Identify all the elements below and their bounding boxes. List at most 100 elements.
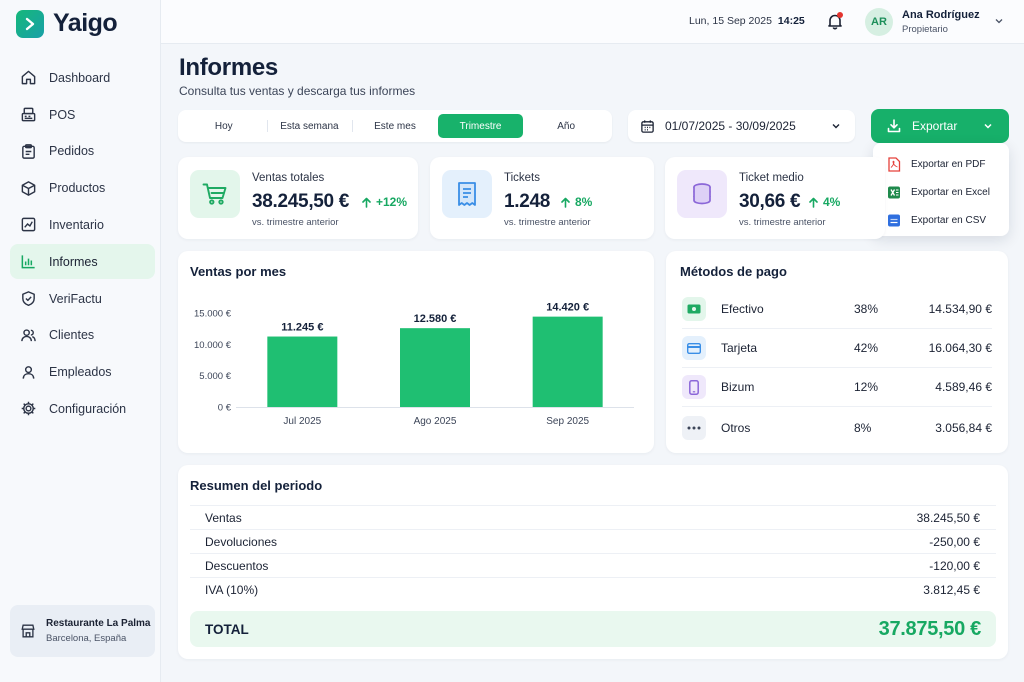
payment-name: Bizum	[721, 380, 755, 394]
excel-icon	[888, 186, 900, 198]
store-card[interactable]: Restaurante La Palma Barcelona, España	[10, 605, 155, 657]
period-ano[interactable]: Año	[557, 120, 576, 132]
user-name[interactable]: Ana Rodríguez	[902, 9, 980, 21]
kpi-change-value: 4%	[823, 195, 841, 209]
payment-row-otros[interactable]: Otros 8% 3.056,84 €	[682, 408, 992, 447]
bell-icon[interactable]	[826, 12, 844, 30]
user-role: Propietario	[902, 24, 948, 35]
kpi-value: 30,66 €	[739, 191, 801, 212]
kpi-card-ventas: Ventas totales 38.245,50 € +12% vs. trim…	[178, 157, 418, 239]
summary-value: -120,00 €	[929, 558, 980, 573]
kpi-change-value: +12%	[376, 195, 408, 209]
summary-label: Devoluciones	[205, 534, 278, 549]
payment-percent: 38%	[854, 302, 879, 316]
payment-row-tarjeta[interactable]: Tarjeta 42% 16.064,30 €	[682, 329, 992, 368]
date-range-picker[interactable]: 01/07/2025 - 30/09/2025	[628, 110, 855, 142]
period-hoy[interactable]: Hoy	[214, 120, 233, 132]
sidebar-item-configuracion[interactable]: Configuración	[10, 391, 155, 427]
y-tick-label: 15.000 €	[194, 309, 232, 320]
summary-row: IVA (10%) 3.812,45 €	[190, 577, 996, 601]
brand-name: Yaigo	[53, 9, 118, 37]
kpi-subtext: vs. trimestre anterior	[504, 217, 591, 228]
kpi-card-ticket-medio: Ticket medio 30,66 € 4% vs. trimestre an…	[665, 157, 885, 239]
bar	[400, 328, 470, 407]
payment-row-bizum[interactable]: Bizum 12% 4.589,46 €	[682, 368, 992, 407]
payment-row-efectivo[interactable]: Efectivo 38% 14.534,90 €	[682, 290, 992, 329]
bar-data-label: 14.420 €	[546, 302, 589, 314]
sidebar-nav: Dashboard POS Pedidos Productos Inventar…	[10, 60, 155, 428]
x-tick-label: Ago 2025	[414, 416, 457, 427]
store-location: Barcelona, España	[46, 633, 127, 644]
chart-icon	[21, 255, 35, 269]
sidebar-item-clientes[interactable]: Clientes	[10, 318, 155, 354]
more-icon	[682, 415, 706, 440]
summary-title: Resumen del periodo	[190, 478, 323, 493]
avatar[interactable]: AR	[865, 8, 893, 36]
sidebar-item-informes[interactable]: Informes	[10, 243, 155, 280]
arrow-up-icon	[561, 197, 570, 208]
period-esta-semana[interactable]: Esta semana	[266, 114, 353, 138]
chart-title: Ventas por mes	[190, 264, 287, 279]
period-trimestre[interactable]: Trimestre	[437, 114, 524, 138]
export-label: Exportar	[912, 119, 958, 133]
y-tick-label: 5.000 €	[199, 371, 231, 382]
sidebar-item-dashboard[interactable]: Dashboard	[10, 60, 155, 96]
sidebar-item-productos[interactable]: Productos	[10, 170, 155, 206]
export-pdf-label: Exportar en PDF	[911, 158, 986, 170]
calendar-icon	[641, 119, 654, 133]
payment-amount: 4.589,46 €	[935, 380, 992, 394]
sidebar-item-pos[interactable]: POS	[10, 97, 155, 133]
summary-label: Descuentos	[205, 558, 269, 573]
shield-check-icon	[22, 291, 35, 307]
cart-icon	[190, 170, 240, 218]
chevron-down-icon	[832, 124, 840, 129]
export-pdf-item[interactable]: Exportar en PDF	[887, 150, 1009, 178]
export-csv-item[interactable]: Exportar en CSV	[887, 206, 1009, 234]
register-icon	[21, 107, 36, 122]
payment-name: Efectivo	[721, 302, 764, 316]
kpi-change: 8%	[561, 195, 592, 209]
summary-row: Ventas 38.245,50 €	[190, 505, 996, 529]
gear-icon	[21, 402, 36, 416]
sidebar-item-label: VeriFactu	[49, 291, 102, 306]
sidebar-item-empleados[interactable]: Empleados	[10, 354, 155, 390]
summary-row: Descuentos -120,00 €	[190, 553, 996, 577]
payment-percent: 8%	[854, 420, 872, 435]
summary-total: TOTAL 37.875,50 €	[190, 611, 996, 647]
download-icon	[887, 119, 901, 133]
export-excel-item[interactable]: Exportar en Excel	[887, 178, 1009, 206]
card-icon	[682, 336, 706, 360]
kpi-label: Ventas totales	[252, 172, 325, 184]
total-value: 37.875,50 €	[878, 617, 982, 640]
receipt-icon	[442, 170, 492, 218]
sidebar-item-verifactu[interactable]: VeriFactu	[10, 281, 155, 317]
payment-methods-title: Métodos de pago	[680, 264, 787, 279]
summary-label: IVA (10%)	[205, 582, 259, 597]
payment-amount: 3.056,84 €	[935, 420, 992, 435]
kpi-change: +12%	[362, 195, 407, 209]
export-menu: Exportar en PDF Exportar en Excel Export…	[873, 143, 1009, 236]
cash-icon	[682, 297, 706, 321]
users-icon	[21, 329, 36, 342]
payment-methods-card: Métodos de pago Efectivo 38% 14.534,90 €…	[666, 251, 1008, 453]
bar	[532, 316, 603, 407]
kpi-label: Ticket medio	[739, 172, 804, 184]
sidebar-item-label: Dashboard	[49, 70, 111, 85]
brand[interactable]: Yaigo	[16, 9, 118, 38]
payment-amount: 16.064,30 €	[928, 341, 992, 355]
page-title: Informes	[179, 54, 278, 81]
logo-icon	[16, 9, 44, 38]
sidebar-item-pedidos[interactable]: Pedidos	[10, 134, 155, 170]
y-tick-label: 10.000 €	[194, 340, 232, 351]
store-name: Restaurante La Palma	[46, 618, 151, 629]
bar-data-label: 11.245 €	[281, 322, 323, 334]
chevron-down-icon[interactable]	[994, 16, 1004, 26]
export-csv-label: Exportar en CSV	[911, 214, 987, 226]
period-este-mes[interactable]: Este mes	[352, 114, 438, 138]
bar-data-label: 12.580 €	[414, 313, 457, 325]
export-button[interactable]: Exportar	[871, 109, 1009, 143]
sidebar-item-label: Configuración	[49, 401, 127, 416]
payment-percent: 42%	[854, 341, 879, 355]
summary-label: Ventas	[205, 510, 242, 525]
sidebar-item-inventario[interactable]: Inventario	[10, 207, 155, 243]
